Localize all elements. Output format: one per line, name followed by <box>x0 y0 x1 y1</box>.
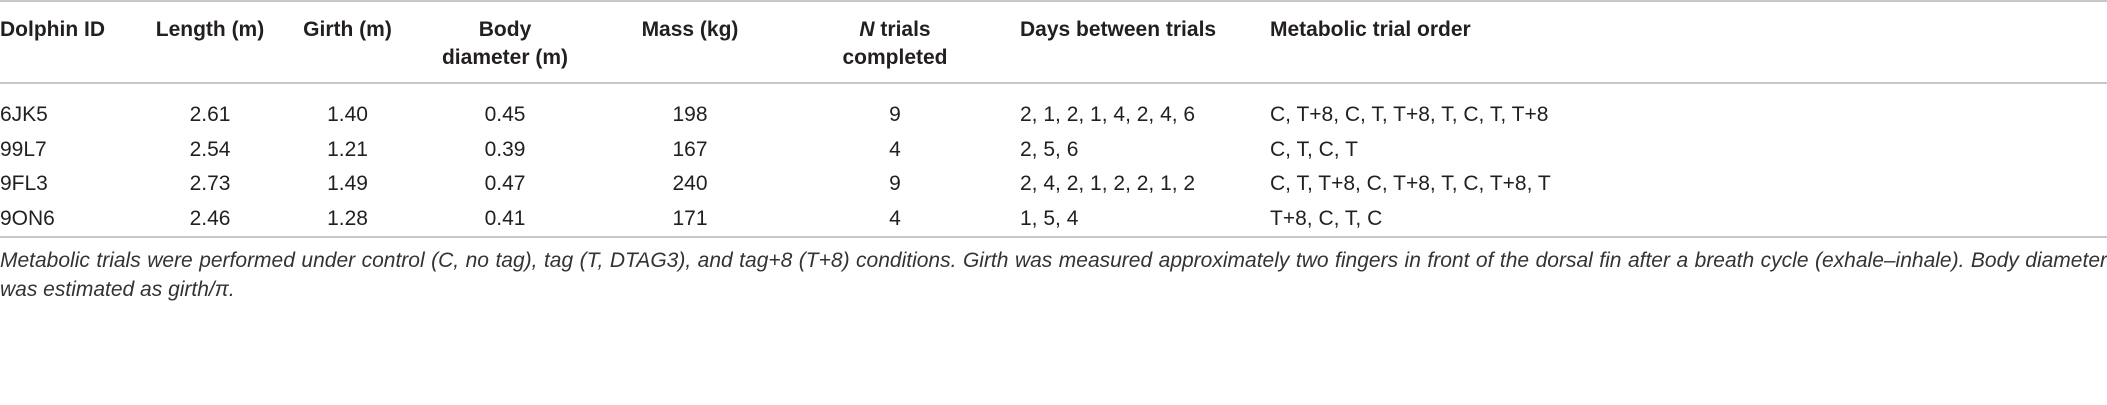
table-row: 99L7 2.54 1.21 0.39 167 4 2, 5, 6 C, T, C, T <box>0 133 2107 168</box>
header-cell: N trials completed <box>775 1 1015 83</box>
table-cell: 0.39 <box>484 137 526 161</box>
table-cell: 0.47 <box>484 172 526 196</box>
table-cell: 1.21 <box>327 137 368 161</box>
header-cell: Girth (m) <box>303 18 392 41</box>
table-cell: 2, 1, 2, 1, 4, 2, 4, 6 <box>1020 103 1196 127</box>
table-footnote: Metabolic trials were performed under co… <box>0 249 2107 301</box>
table-cell: 2.54 <box>189 137 231 161</box>
table-cell: 9ON6 <box>0 206 55 230</box>
table-cell: C, T, T+8, C, T+8, T, C, T+8, T <box>1270 172 1551 196</box>
table-cell: 1, 5, 4 <box>1020 206 1079 230</box>
table-cell: 2.46 <box>189 206 231 230</box>
table-cell: 167 <box>672 137 708 161</box>
header-cell: Dolphin ID <box>0 18 105 41</box>
table-cell: 9 <box>889 172 901 196</box>
table-row: 6JK5 2.61 1.40 0.45 198 9 2, 1, 2, 1, 4, 2, 4,… <box>0 83 2107 133</box>
table-row: 9ON6 2.46 1.28 0.41 171 4 1, 5, 4 T+8, C, T, C <box>0 202 2107 237</box>
table-cell: 0.45 <box>484 103 526 127</box>
table-cell: 171 <box>672 206 708 230</box>
table-cell: 9 <box>889 103 901 127</box>
table-cell: 2, 5, 6 <box>1020 137 1079 161</box>
header-text: Body diameter (m) <box>441 18 569 69</box>
table-cell: T+8, C, T, C <box>1270 206 1383 230</box>
table-cell: 2.73 <box>189 172 231 196</box>
header-cell: Metabolic trial order <box>1270 18 1471 41</box>
table-body: 6JK5 2.61 1.40 0.45 198 9 2, 1, 2, 1, 4, 2, 4,… <box>0 83 2107 237</box>
header-cell: Mass (kg) <box>641 18 739 41</box>
header-row: Dolphin ID Length (m) Girth (m) Body dia… <box>0 1 2107 83</box>
table-cell: 2.61 <box>189 103 231 127</box>
table-cell: 1.49 <box>327 172 368 196</box>
table-cell: 9FL3 <box>0 172 48 196</box>
table-cell: C, T+8, C, T, T+8, T, C, T, T+8 <box>1270 103 1549 127</box>
header-cell: Days between trials <box>1020 18 1217 41</box>
table-cell: 1.28 <box>327 206 368 230</box>
table-header: Dolphin ID Length (m) Girth (m) Body dia… <box>0 1 2107 83</box>
header-cell: Body diameter (m) <box>405 1 605 83</box>
table-cell: 6JK5 <box>0 103 48 127</box>
table-row: 9FL3 2.73 1.49 0.47 240 9 2, 4, 2, 1, 2, 2, 1,… <box>0 167 2107 202</box>
table-cell: 198 <box>672 103 708 127</box>
table-cell: 4 <box>889 206 901 230</box>
table-cell: 240 <box>672 172 708 196</box>
table-cell: C, T, C, T <box>1270 137 1358 161</box>
header-cell: Length (m) <box>155 18 265 41</box>
header-text: N trials completed <box>842 18 948 69</box>
data-table: Dolphin ID Length (m) Girth (m) Body dia… <box>0 1 2107 237</box>
table-cell: 99L7 <box>0 137 47 161</box>
table-cell: 0.41 <box>484 206 526 230</box>
table-cell: 1.40 <box>327 103 368 127</box>
table-cell: 4 <box>889 137 901 161</box>
table-cell: 2, 4, 2, 1, 2, 2, 1, 2 <box>1020 172 1196 196</box>
